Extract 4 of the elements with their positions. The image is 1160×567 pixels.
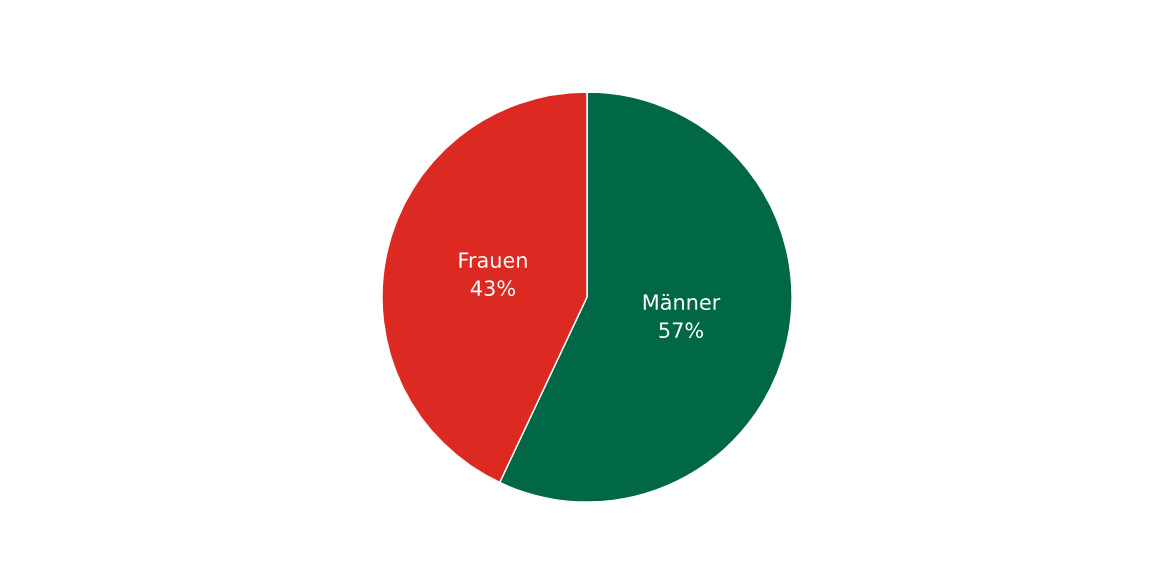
slice-label: Frauen	[459, 252, 527, 268]
data-label: 57%	[659, 322, 704, 339]
data-label: 43%	[470, 280, 515, 297]
slice-label: Männer	[643, 293, 721, 311]
